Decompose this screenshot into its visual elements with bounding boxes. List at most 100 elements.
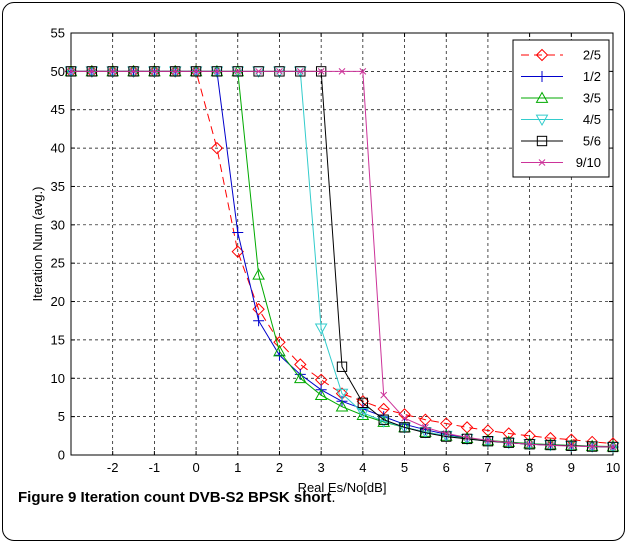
data-point [336, 361, 348, 372]
y-tick-label: 5 [58, 409, 65, 424]
x-tick-label: 3 [318, 460, 325, 475]
x-tick-label: 6 [443, 460, 450, 475]
y-tick-label: 55 [51, 26, 65, 41]
data-point [380, 391, 388, 399]
data-point [67, 67, 75, 75]
data-point [314, 388, 328, 401]
data-point [192, 67, 200, 75]
x-tick-label: 10 [606, 460, 620, 475]
data-point [232, 226, 244, 238]
x-axis-label: Real Es/No[dB] [298, 480, 387, 495]
data-point [463, 433, 471, 441]
legend-marker [535, 91, 549, 103]
data-point [606, 440, 620, 452]
data-point [273, 344, 286, 357]
data-point [544, 438, 557, 450]
y-tick-label: 35 [51, 179, 65, 194]
x-tick-label: 5 [401, 460, 408, 475]
data-point [401, 414, 408, 422]
data-point [88, 67, 96, 75]
data-point [338, 67, 346, 75]
x-tick-label: 2 [276, 460, 283, 475]
data-point [547, 442, 554, 449]
x-tick-label: -2 [107, 460, 119, 475]
legend-item: 4/5 [521, 112, 601, 127]
data-point [252, 268, 265, 280]
y-tick-label: 25 [51, 256, 65, 271]
legend-label: 4/5 [583, 112, 601, 127]
legend: 2/5 1/2 3/5 4/5 5/6 9/10 [512, 39, 610, 178]
data-point [210, 141, 224, 155]
data-point [130, 67, 137, 75]
y-tick-label: 20 [51, 294, 65, 309]
figure-label: Figure 9 [18, 489, 77, 506]
x-tick-label: 7 [484, 460, 491, 475]
y-tick-label: 0 [58, 448, 65, 463]
data-point [317, 67, 325, 75]
x-tick-label: 4 [359, 460, 366, 475]
data-point [356, 408, 370, 421]
legend-label: 2/5 [583, 48, 601, 63]
y-tick-label: 15 [51, 332, 65, 347]
x-tick-label: 1 [234, 460, 241, 475]
grid [71, 33, 614, 455]
data-point [526, 440, 533, 448]
data-point [399, 422, 410, 433]
y-tick-label: 50 [51, 64, 65, 79]
data-point [234, 67, 242, 75]
data-point [484, 437, 492, 444]
figure-caption: Figure 9 Iteration count DVB-S2 BPSK sho… [18, 489, 336, 506]
y-tick-label: 40 [51, 141, 65, 156]
y-tick-label: 30 [51, 217, 65, 232]
axes-box [70, 32, 614, 456]
x-tick-label: 8 [526, 460, 533, 475]
data-point [293, 371, 307, 384]
data-point [422, 423, 429, 431]
legend-marker [536, 135, 548, 147]
legend-box [512, 39, 610, 178]
data-point [357, 397, 369, 409]
data-point [505, 439, 513, 447]
data-point [109, 67, 117, 75]
data-point [442, 430, 450, 437]
data-point [502, 435, 516, 447]
x-tick-label: 9 [568, 460, 575, 475]
data-point [441, 431, 452, 442]
legend-item: 3/5 [521, 91, 601, 106]
data-point [461, 433, 473, 445]
data-point [253, 315, 265, 327]
data-point [314, 323, 328, 335]
data-point [296, 67, 304, 75]
legend-marker [536, 71, 548, 82]
data-point [213, 67, 221, 75]
data-point [378, 414, 389, 425]
legend-item: 5/6 [521, 134, 601, 149]
series-line [71, 70, 614, 444]
y-tick-label: 45 [51, 102, 65, 117]
data-point [377, 416, 391, 428]
data-point [588, 443, 596, 450]
caption-period: . [331, 489, 336, 506]
data-point [523, 436, 536, 449]
data-point [276, 67, 283, 75]
legend-marker [535, 48, 549, 62]
legend-item: 9/10 [521, 155, 601, 170]
data-point [335, 388, 349, 401]
legend-marker [538, 159, 546, 166]
legend-item: 2/5 [521, 48, 601, 63]
y-tick-label: 10 [51, 371, 65, 386]
legend-label: 3/5 [583, 91, 601, 106]
x-tick-label: 0 [192, 460, 199, 475]
legend-marker [535, 114, 549, 127]
series-9-10 [67, 67, 617, 451]
data-point [585, 439, 599, 452]
figure-title: Iteration count DVB-S2 BPSK short [80, 489, 332, 506]
data-point [252, 303, 265, 316]
x-tick-label: -1 [149, 460, 161, 475]
data-point [609, 443, 617, 451]
legend-item: 1/2 [521, 69, 601, 84]
data-point [564, 438, 578, 451]
data-point [255, 67, 262, 75]
data-point [273, 336, 286, 349]
